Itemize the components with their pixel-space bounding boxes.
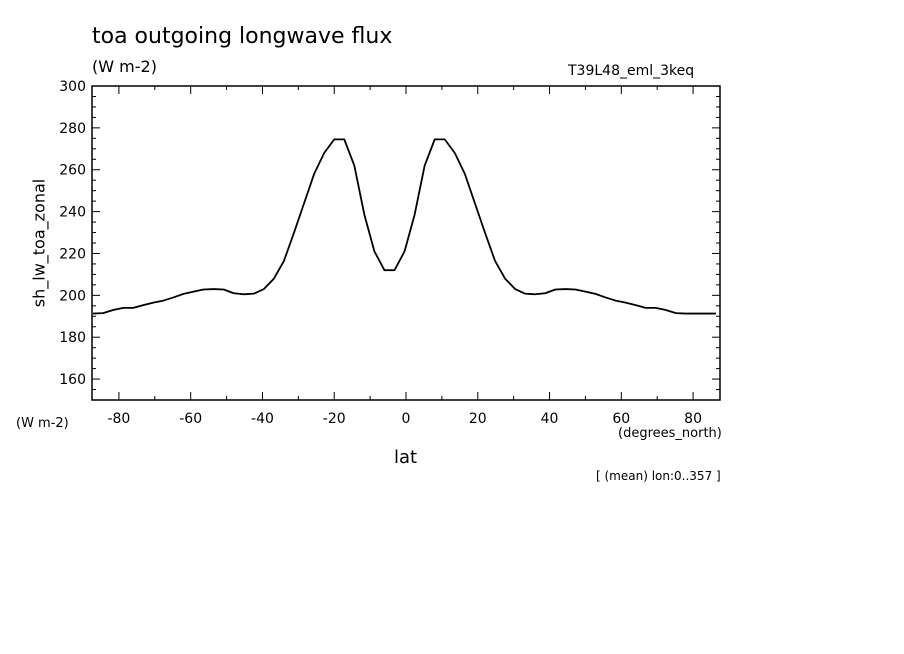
y-tick-label: 200 xyxy=(59,288,86,304)
tick-labels: -80 -60 -40 -20 0 20 40 60 80 160 180 200 220 240 260 2… xyxy=(59,79,702,427)
x-tick-label: -20 xyxy=(323,411,346,427)
x-tick-label: -40 xyxy=(251,411,274,427)
averaging-note: [ (mean) lon:0..357 ] xyxy=(596,469,721,483)
axis-ticks xyxy=(92,85,720,400)
run-label: T39L48_eml_3keq xyxy=(568,63,695,79)
chart-units: (W m-2) xyxy=(92,57,157,76)
y-tick-label: 280 xyxy=(59,121,86,137)
y-tick-label: 260 xyxy=(59,163,86,179)
x-tick-label: -80 xyxy=(107,411,130,427)
x-axis-units: (degrees_north) xyxy=(618,426,722,441)
x-tick-label: 20 xyxy=(469,411,487,427)
y-tick-label: 160 xyxy=(59,372,86,388)
x-axis-label: lat xyxy=(394,447,418,468)
y-tick-label: 220 xyxy=(59,246,86,262)
y-tick-label: 180 xyxy=(59,330,86,346)
x-tick-label: -60 xyxy=(179,411,202,427)
y-tick-label: 240 xyxy=(59,205,86,221)
y-axis-units: (W m-2) xyxy=(16,416,69,431)
x-tick-label: 80 xyxy=(684,411,702,427)
y-tick-label: 300 xyxy=(59,79,86,95)
series-line xyxy=(93,138,717,315)
x-tick-label: 60 xyxy=(612,411,630,427)
x-tick-label: 40 xyxy=(541,411,559,427)
x-tick-label: 0 xyxy=(402,411,411,427)
chart-title: toa outgoing longwave flux xyxy=(92,24,393,49)
